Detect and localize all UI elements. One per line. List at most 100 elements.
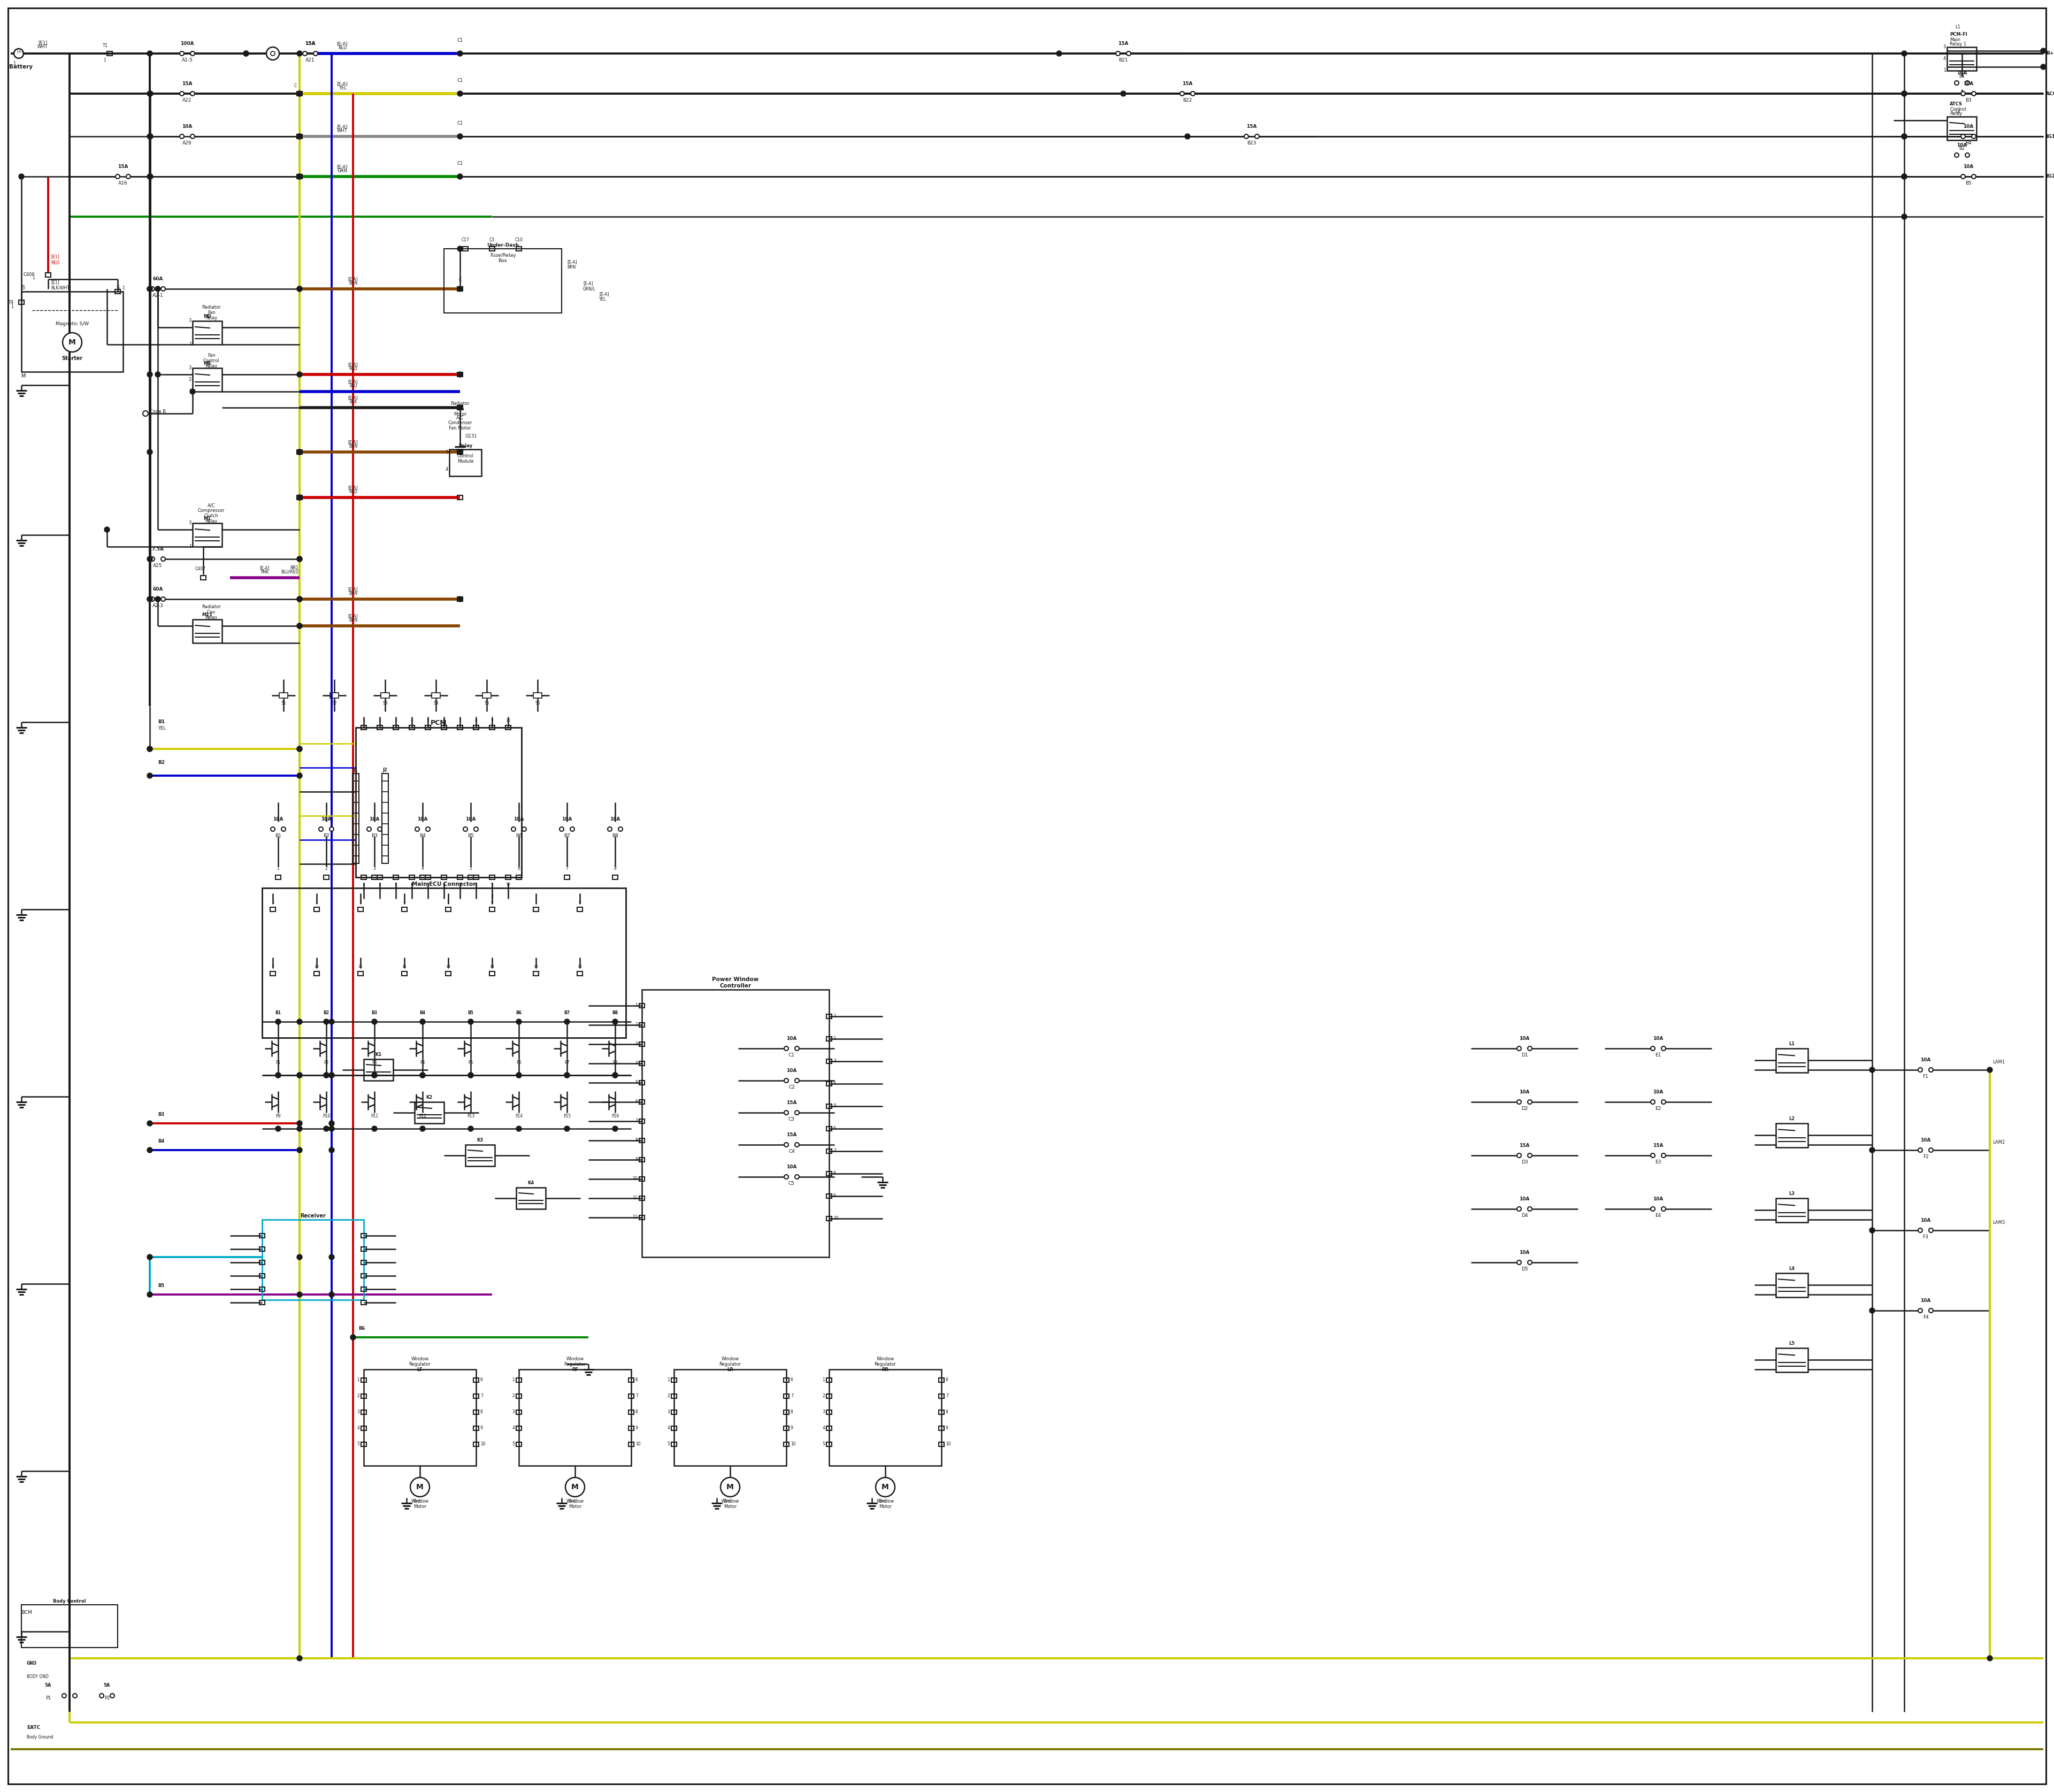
- Text: B1: B1: [1960, 73, 1966, 79]
- Text: 9: 9: [481, 1426, 483, 1430]
- Bar: [259, 1301, 265, 1305]
- Bar: [826, 1038, 832, 1041]
- Text: Grd: Grd: [413, 1498, 421, 1503]
- Text: J1: J1: [353, 767, 357, 772]
- Circle shape: [608, 826, 612, 831]
- Bar: [392, 726, 398, 729]
- Text: B6: B6: [357, 1326, 366, 1331]
- Text: E3: E3: [1656, 1159, 1662, 1165]
- Text: C5: C5: [789, 1181, 795, 1186]
- Bar: [489, 971, 495, 975]
- Text: ACC: ACC: [2046, 91, 2054, 97]
- Text: 2: 2: [316, 901, 318, 903]
- Text: Power Window
Controller: Power Window Controller: [713, 977, 758, 989]
- Circle shape: [1651, 1154, 1656, 1158]
- Bar: [415, 1102, 444, 1124]
- Text: Control: Control: [458, 453, 474, 459]
- Circle shape: [1902, 91, 1906, 97]
- Text: J2: J2: [382, 767, 388, 772]
- Circle shape: [785, 1047, 789, 1050]
- Text: [E-A]: [E-A]: [337, 81, 347, 86]
- Bar: [505, 726, 511, 729]
- Text: A22: A22: [183, 99, 191, 102]
- Circle shape: [148, 50, 152, 56]
- Text: [E-A]: [E-A]: [347, 586, 357, 591]
- Bar: [362, 1247, 366, 1251]
- Circle shape: [612, 1073, 618, 1077]
- Bar: [362, 1233, 366, 1238]
- Text: 6: 6: [791, 1378, 793, 1382]
- Bar: [483, 694, 491, 699]
- Bar: [442, 874, 446, 880]
- Text: 5: 5: [427, 719, 429, 722]
- Circle shape: [351, 1335, 355, 1340]
- Text: C407: C407: [195, 566, 205, 572]
- Text: 2: 2: [325, 866, 327, 871]
- Text: 15A: 15A: [787, 1100, 797, 1106]
- Text: [E-A]: [E-A]: [337, 165, 347, 168]
- Circle shape: [1528, 1047, 1532, 1050]
- Circle shape: [191, 52, 195, 56]
- Text: [E-A]: [E-A]: [347, 439, 357, 444]
- Circle shape: [516, 1073, 522, 1077]
- Circle shape: [618, 826, 622, 831]
- Circle shape: [298, 287, 302, 292]
- Circle shape: [298, 597, 302, 602]
- Bar: [826, 1127, 832, 1131]
- Bar: [298, 450, 302, 453]
- Text: Window
Motor: Window Motor: [411, 1498, 429, 1509]
- Text: P3: P3: [372, 1061, 378, 1064]
- Bar: [641, 989, 830, 1256]
- Circle shape: [411, 1477, 429, 1496]
- Text: 7: 7: [534, 901, 538, 903]
- Text: 1: 1: [12, 61, 16, 66]
- Text: 15A: 15A: [787, 1133, 797, 1138]
- Circle shape: [298, 597, 302, 602]
- Text: S2: S2: [333, 701, 337, 706]
- Text: [E-A]: [E-A]: [259, 566, 269, 570]
- Circle shape: [1902, 50, 1906, 56]
- Bar: [382, 774, 388, 864]
- Text: Magnetic S/W: Magnetic S/W: [55, 321, 88, 326]
- Text: RED: RED: [349, 366, 357, 371]
- Circle shape: [1518, 1206, 1522, 1211]
- Bar: [826, 1149, 832, 1154]
- Text: 1: 1: [668, 1378, 670, 1382]
- Circle shape: [298, 91, 302, 97]
- Text: 8: 8: [474, 883, 477, 885]
- Text: P11: P11: [370, 1113, 378, 1118]
- Text: 10: 10: [791, 1443, 795, 1446]
- Text: 5: 5: [511, 1443, 516, 1446]
- Bar: [672, 1378, 676, 1382]
- Text: F4: F4: [1923, 1315, 1929, 1319]
- Bar: [639, 1041, 645, 1047]
- Text: F1: F1: [1923, 1073, 1929, 1079]
- Text: [E1]: [E1]: [39, 39, 47, 45]
- Bar: [331, 694, 339, 699]
- Text: 1: 1: [511, 1378, 516, 1382]
- Circle shape: [271, 826, 275, 831]
- Text: 11: 11: [633, 1195, 637, 1201]
- Text: 3: 3: [1943, 45, 1945, 50]
- Text: [E-A]: [E-A]: [347, 613, 357, 618]
- Bar: [639, 1158, 645, 1161]
- Circle shape: [148, 134, 152, 140]
- Text: Window: Window: [877, 1357, 893, 1362]
- Bar: [259, 1287, 265, 1292]
- Text: 3: 3: [394, 883, 396, 885]
- Circle shape: [458, 91, 462, 97]
- Text: M: M: [21, 373, 27, 378]
- Bar: [826, 1394, 832, 1398]
- Text: 4: 4: [411, 719, 413, 722]
- Text: Receiver: Receiver: [300, 1213, 327, 1219]
- Text: 5A: 5A: [103, 1683, 111, 1688]
- Text: 8: 8: [834, 1172, 836, 1176]
- Circle shape: [298, 1073, 302, 1077]
- Bar: [565, 874, 569, 880]
- Text: E1: E1: [1656, 1052, 1662, 1057]
- Text: 5: 5: [822, 1443, 826, 1446]
- Text: 4: 4: [411, 883, 413, 885]
- Circle shape: [302, 52, 306, 56]
- Text: BLK: BLK: [349, 400, 357, 405]
- Circle shape: [1929, 1149, 1933, 1152]
